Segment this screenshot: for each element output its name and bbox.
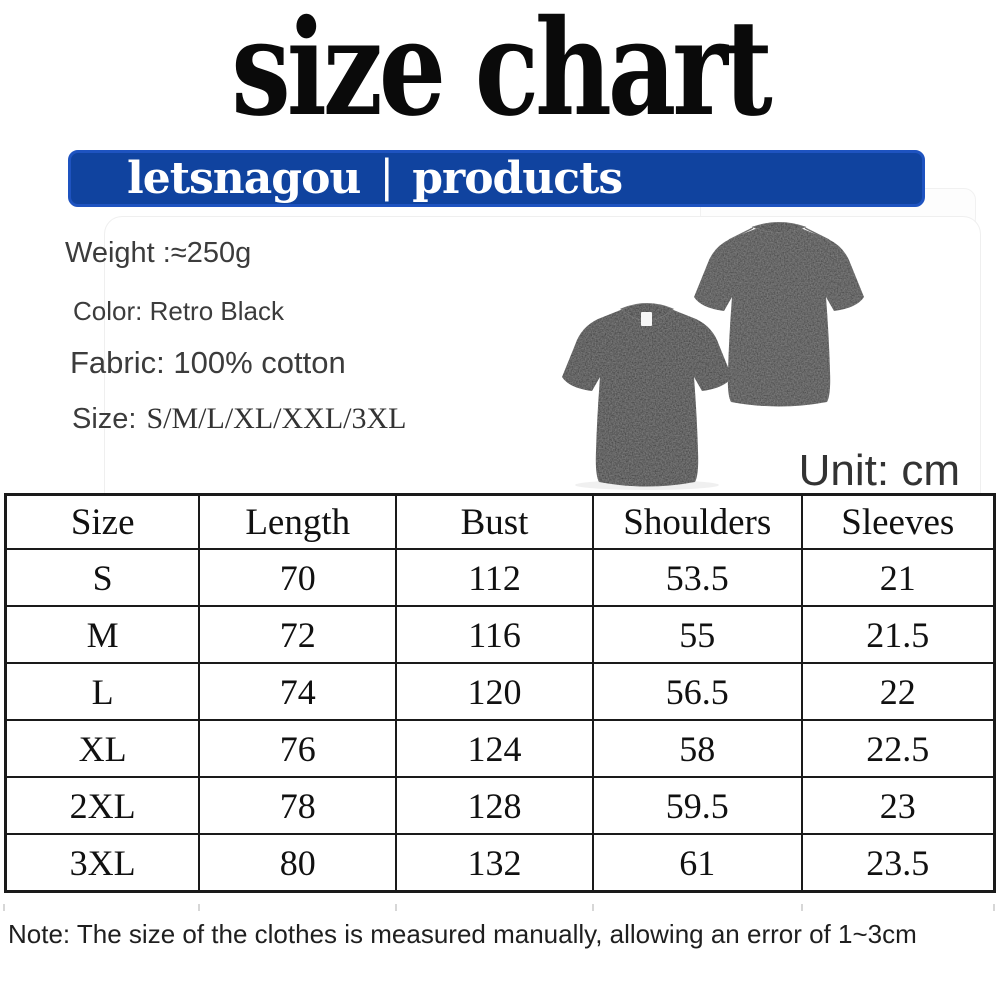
size-text: Size: S/M/L/XL/XXL/3XL [72, 402, 406, 436]
table-cell: 23.5 [800, 833, 996, 893]
scan-tick [801, 904, 803, 911]
table-cell: 2XL [4, 776, 201, 835]
weight-text: Weight :≈250g [65, 237, 252, 269]
product-photo-tshirts [562, 222, 864, 490]
table-row: M 72 116 55 21.5 [4, 605, 996, 664]
table-cell: XL [4, 719, 201, 778]
fabric-text: Fabric: 100% cotton [70, 345, 346, 380]
table-cell: 21 [800, 548, 996, 607]
table-row: S 70 112 53.5 21 [4, 548, 996, 607]
table-cell: 3XL [4, 833, 201, 893]
table-cell: 55 [591, 605, 803, 664]
table-cell: 56.5 [591, 662, 803, 721]
table-row: L 74 120 56.5 22 [4, 662, 996, 721]
column-header: Size [4, 493, 201, 550]
column-header: Shoulders [591, 493, 803, 550]
neck-tag [641, 312, 652, 326]
column-header: Length [198, 493, 398, 550]
table-cell: 116 [395, 605, 594, 664]
tshirt-back-image [694, 222, 864, 407]
scan-tick [395, 904, 397, 911]
table-cell: 78 [198, 776, 398, 835]
scan-tick [993, 904, 995, 911]
table-cell: M [4, 605, 201, 664]
table-cell: L [4, 662, 201, 721]
table-cell: 21.5 [800, 605, 996, 664]
table-cell: 112 [395, 548, 594, 607]
scan-tick [198, 904, 200, 911]
scan-tick [592, 904, 594, 911]
table-row: 3XL 80 132 61 23.5 [4, 833, 996, 893]
table-row: 2XL 78 128 59.5 23 [4, 776, 996, 835]
table-cell: 80 [198, 833, 398, 893]
table-cell: 128 [395, 776, 594, 835]
table-cell: 58 [591, 719, 803, 778]
table-cell: 61 [591, 833, 803, 893]
tshirt-front-image [562, 303, 732, 490]
table-header-row: Size Length Bust Shoulders Sleeves [4, 493, 996, 550]
banner-separator: | [379, 151, 394, 202]
column-header: Sleeves [800, 493, 996, 550]
brand-banner: letsnagou | products [68, 150, 925, 207]
table-cell: 76 [198, 719, 398, 778]
table-cell: 74 [198, 662, 398, 721]
color-text: Color: Retro Black [73, 296, 284, 326]
page-title: size chart [231, 0, 772, 146]
size-label: Size: [72, 403, 137, 435]
column-header: Bust [395, 493, 594, 550]
table-cell: 22 [800, 662, 996, 721]
table-cell: 22.5 [800, 719, 996, 778]
size-table: Size Length Bust Shoulders Sleeves S 70 112 53.5… [4, 493, 996, 893]
table-cell: 70 [198, 548, 398, 607]
table-cell: 124 [395, 719, 594, 778]
banner-products-label: products [412, 153, 623, 204]
brand-name: letsnagou [127, 153, 361, 204]
size-values: S/M/L/XL/XXL/3XL [146, 402, 407, 435]
table-cell: S [4, 548, 201, 607]
table-cell: 120 [395, 662, 594, 721]
table-cell: 132 [395, 833, 594, 893]
unit-label: Unit: cm [798, 446, 960, 495]
table-cell: 59.5 [591, 776, 803, 835]
table-cell: 53.5 [591, 548, 803, 607]
scan-tick [3, 904, 5, 911]
note-text: Note: The size of the clothes is measure… [8, 919, 917, 949]
table-cell: 23 [800, 776, 996, 835]
table-cell: 72 [198, 605, 398, 664]
table-row: XL 76 124 58 22.5 [4, 719, 996, 778]
